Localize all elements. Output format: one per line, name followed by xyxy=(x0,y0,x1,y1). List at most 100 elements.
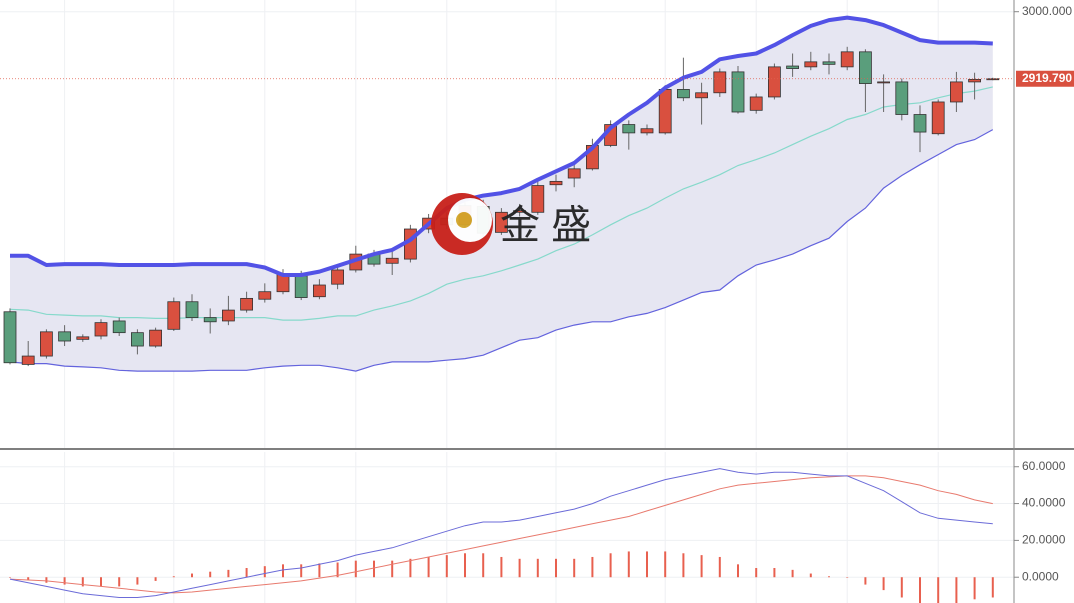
candle-body xyxy=(385,257,399,264)
histogram-bar xyxy=(809,573,812,578)
candle-body xyxy=(312,284,326,298)
histogram-bar xyxy=(518,558,521,578)
candle-body xyxy=(40,331,53,357)
candle-body xyxy=(622,124,636,134)
histogram-bar xyxy=(646,551,648,578)
candle-body xyxy=(713,71,727,94)
histogram-bar xyxy=(245,568,248,578)
histogram-bar xyxy=(336,562,339,578)
y-tick-label: 0.0000 xyxy=(1022,569,1059,583)
histogram-bar xyxy=(773,568,776,578)
logo-ball xyxy=(456,212,472,228)
y-tick-label: 60.0000 xyxy=(1022,459,1066,473)
candle-body xyxy=(513,210,526,213)
candle-body xyxy=(695,92,708,99)
candle-body xyxy=(76,336,90,340)
candle-body xyxy=(804,61,818,68)
candle-body xyxy=(149,329,163,347)
last-price-tag xyxy=(1016,70,1074,87)
candle-body xyxy=(240,297,254,311)
histogram-bar xyxy=(172,576,175,578)
histogram-bar xyxy=(555,558,557,578)
histogram-bar xyxy=(755,568,758,578)
candle-body xyxy=(130,332,144,347)
histogram-bar xyxy=(536,558,539,578)
histogram-bar xyxy=(664,551,667,578)
histogram-bar xyxy=(737,564,739,578)
dea-line xyxy=(9,475,993,594)
candle-body xyxy=(531,185,545,213)
candle-body xyxy=(768,66,781,98)
candle-body xyxy=(185,301,199,319)
histogram-bar xyxy=(718,556,721,578)
histogram-bar xyxy=(864,577,867,585)
candle-body xyxy=(950,81,963,103)
histogram-bar xyxy=(191,573,193,578)
histogram-bar xyxy=(9,577,11,578)
candle-body xyxy=(549,180,563,186)
histogram-bar xyxy=(900,577,903,598)
histogram-bar xyxy=(591,556,594,578)
candle-body xyxy=(112,320,126,334)
histogram-bar xyxy=(427,556,430,578)
candle-body xyxy=(931,101,945,135)
histogram-bar xyxy=(409,558,412,578)
histogram-bar xyxy=(63,577,66,585)
histogram-bar xyxy=(627,551,630,578)
y-tick-label: 20.0000 xyxy=(1022,533,1066,547)
candle-body xyxy=(258,291,272,300)
histogram-bar xyxy=(354,560,357,578)
candle-body xyxy=(840,51,854,68)
candle-body xyxy=(822,61,836,65)
candle-body xyxy=(494,211,508,233)
histogram-bar xyxy=(445,555,448,578)
histogram-bar xyxy=(609,553,612,578)
histogram-bar xyxy=(828,576,830,578)
band-lower xyxy=(9,129,994,372)
candle-body xyxy=(167,301,181,330)
candle-body xyxy=(749,96,763,111)
axis-labels: 3000.000 2919.790 0.0000 20.0000 40.0000 60.0… xyxy=(1014,4,1074,583)
candle-body xyxy=(640,128,654,134)
histogram-bar xyxy=(100,577,102,587)
candle-body xyxy=(986,78,1000,81)
histogram-bar xyxy=(263,566,266,578)
y-tick-label: 3000.000 xyxy=(1022,4,1072,18)
histogram-bar xyxy=(209,571,212,578)
candle-body xyxy=(913,114,927,133)
candle-body xyxy=(294,275,308,298)
candle-body xyxy=(221,309,235,322)
histogram-bar xyxy=(373,560,375,578)
candle-body xyxy=(203,317,217,323)
histogram-bar xyxy=(27,577,30,580)
histogram-bar xyxy=(227,569,230,578)
histogram-bar xyxy=(500,556,503,578)
candle-body xyxy=(21,355,35,365)
histogram-bar xyxy=(391,560,394,578)
histogram-bar xyxy=(118,577,121,587)
histogram-bar xyxy=(300,564,303,578)
histogram-bar xyxy=(937,577,940,603)
histogram-bar xyxy=(573,558,576,578)
candle-body xyxy=(658,89,672,134)
histogram-bar xyxy=(318,563,321,578)
candle-body xyxy=(968,79,981,83)
histogram-bar xyxy=(919,577,921,603)
candle-body xyxy=(3,311,17,364)
histogram-bar xyxy=(464,553,466,578)
histogram-bar xyxy=(154,577,157,581)
watermark-text: 金 盛 xyxy=(500,204,591,248)
candle-body xyxy=(331,269,345,285)
candle-body xyxy=(58,331,71,342)
dif-line xyxy=(9,468,993,598)
histogram-bar xyxy=(700,555,703,578)
histogram-bar xyxy=(791,569,794,578)
band-upper xyxy=(10,15,993,277)
last-price-label: 2919.790 xyxy=(1022,71,1072,85)
candle-body xyxy=(786,65,799,69)
histogram-bar xyxy=(882,577,885,591)
candle-body xyxy=(567,168,581,179)
histogram-bar xyxy=(991,577,994,598)
histogram-bar xyxy=(45,577,48,583)
y-tick-label: 40.0000 xyxy=(1022,496,1066,510)
